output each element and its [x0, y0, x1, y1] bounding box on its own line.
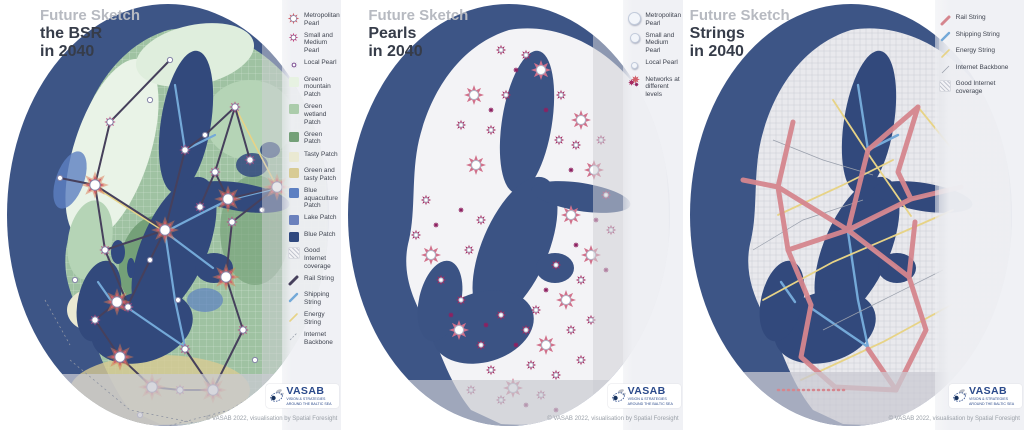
- rail-string-icon: [939, 14, 952, 26]
- panel-subtitle-2: in 2040: [368, 42, 423, 60]
- legend-item: Tasty Patch: [287, 151, 339, 163]
- metropolitan-pearl-icon: [287, 12, 300, 24]
- green-patch-swatch: [288, 131, 299, 142]
- vasab-logo-tagline: VISION & STRATEGIES AROUND THE BALTIC SE…: [627, 397, 673, 406]
- legend-item: Green wetland Patch: [287, 103, 339, 126]
- legend-item: Green mountain Patch: [287, 76, 339, 99]
- energy-string-icon: [939, 47, 952, 59]
- lake-patch-swatch: [288, 215, 299, 226]
- good-internet-swatch: [939, 80, 952, 92]
- legend-item: Energy String: [287, 311, 339, 326]
- local-pearl-icon: [631, 61, 639, 69]
- map-pearls: [348, 4, 671, 426]
- vasab-logo-text: VASAB: [286, 384, 325, 397]
- small-medium-pearl-icon: [287, 32, 300, 44]
- legend-item: Metropolitan Pearl: [287, 12, 340, 27]
- legend-strip: [934, 0, 1024, 430]
- legend-bsr: Metropolitan Pearl Small and Medium Pear…: [287, 12, 340, 346]
- vasab-logo: VASAB VISION & STRATEGIES AROUND THE BAL…: [607, 383, 681, 408]
- local-pearl-icon: [287, 59, 300, 71]
- internet-backbone: [44, 299, 271, 426]
- legend-item: Internet Backbone: [287, 331, 339, 346]
- green-wetland-swatch: [288, 104, 299, 115]
- panel-bsr: Future Sketch the BSR in 2040 Metropolit…: [0, 0, 342, 430]
- vasab-logo-icon: [953, 389, 967, 402]
- copyright-text: © VASAB 2022, visualisation by Spatial F…: [205, 416, 338, 422]
- panel-subtitle-2: in 2040: [689, 42, 744, 60]
- legend-item: Rail String: [287, 275, 339, 287]
- internet-backbone-icon: [939, 64, 952, 76]
- vasab-logo-tagline: VISION & STRATEGIES AROUND THE BALTIC SE…: [286, 397, 332, 406]
- future-sketch-label: Future Sketch: [40, 7, 141, 24]
- legend-item: Energy String: [939, 47, 1022, 59]
- vasab-logo: VASAB VISION & STRATEGIES AROUND THE BAL…: [266, 383, 340, 408]
- green-mountain-swatch: [288, 76, 299, 87]
- energy-string-icon: [287, 311, 300, 323]
- future-sketch-label: Future Sketch: [689, 7, 790, 24]
- legend-item: Metropolitan Pearl: [628, 11, 681, 27]
- panel-strings: Future Sketch Strings in 2040 Rail Strin…: [682, 0, 1024, 430]
- vasab-logo-text: VASAB: [968, 384, 1007, 397]
- vasab-logo-icon: [270, 389, 285, 402]
- legend-item: Blue Patch: [287, 231, 339, 243]
- legend-item: Good Internet coverage: [939, 80, 1022, 95]
- legend-item: Local Pearl: [287, 59, 339, 71]
- blue-aquaculture-swatch: [288, 187, 299, 198]
- legend-item: Green and tasty Patch: [287, 167, 339, 182]
- vasab-logo-icon: [611, 389, 626, 402]
- legend-item: Small and Medium Pearl: [287, 32, 339, 55]
- legend-item: Blue aquaculture Patch: [287, 187, 339, 210]
- vasab-logo-text: VASAB: [627, 384, 666, 397]
- rail-string-icon: [287, 275, 300, 287]
- panel-subtitle-1: Strings: [689, 24, 745, 42]
- future-sketch-label: Future Sketch: [368, 7, 469, 24]
- legend-pearls: Metropolitan Pearl Small and Medium Pear…: [628, 11, 681, 99]
- legend-item: Internet Backbone: [939, 64, 1022, 76]
- legend-item: Shipping String: [287, 291, 339, 306]
- legend-item: Networks at different levels: [628, 75, 680, 99]
- small-medium-pearl-icon: [629, 32, 640, 43]
- legend-item: Shipping String: [939, 31, 1022, 43]
- legend-strip: [282, 0, 342, 430]
- legend-item: Rail String: [939, 14, 1022, 26]
- panel-title-block: Future Sketch Pearls in 2040: [368, 7, 469, 61]
- metropolitan-pearl-icon: [628, 11, 642, 25]
- panel-subtitle-1: the BSR: [40, 24, 103, 42]
- networks-cluster-icon: [628, 75, 641, 88]
- legend-item: Good Internet coverage: [287, 247, 339, 270]
- legend-item: Green Patch: [287, 131, 339, 146]
- blue-patch-swatch: [288, 231, 299, 242]
- copyright-text: © VASAB 2022, visualisation by Spatial F…: [547, 416, 679, 422]
- panel-title-block: Future Sketch the BSR in 2040: [40, 7, 141, 61]
- copyright-text: © VASAB 2022, visualisation by Spatial F…: [888, 416, 1020, 422]
- tasty-patch-swatch: [288, 151, 299, 162]
- internet-backbone-icon: [287, 331, 300, 343]
- green-tasty-swatch: [288, 168, 299, 179]
- vasab-logo: VASAB VISION & STRATEGIES AROUND THE BAL…: [948, 383, 1022, 408]
- panel-title-block: Future Sketch Strings in 2040: [689, 7, 790, 61]
- shipping-string-icon: [287, 291, 300, 303]
- legend-item: Local Pearl: [628, 59, 680, 71]
- vasab-logo-tagline: VISION & STRATEGIES AROUND THE BALTIC SE…: [968, 397, 1015, 406]
- legend-item: Small and Medium Pearl: [628, 32, 680, 55]
- panel-pearls: Future Sketch Pearls in 2040 Metropolita…: [341, 0, 683, 430]
- good-internet-swatch: [287, 247, 300, 260]
- legend-item: Lake Patch: [287, 214, 339, 226]
- shipping-string-icon: [939, 31, 952, 43]
- panel-subtitle-1: Pearls: [368, 24, 417, 42]
- panel-subtitle-2: in 2040: [40, 42, 95, 60]
- legend-strings: Rail String Shipping String Energy Strin…: [939, 14, 1022, 95]
- legend-strip: [623, 0, 683, 430]
